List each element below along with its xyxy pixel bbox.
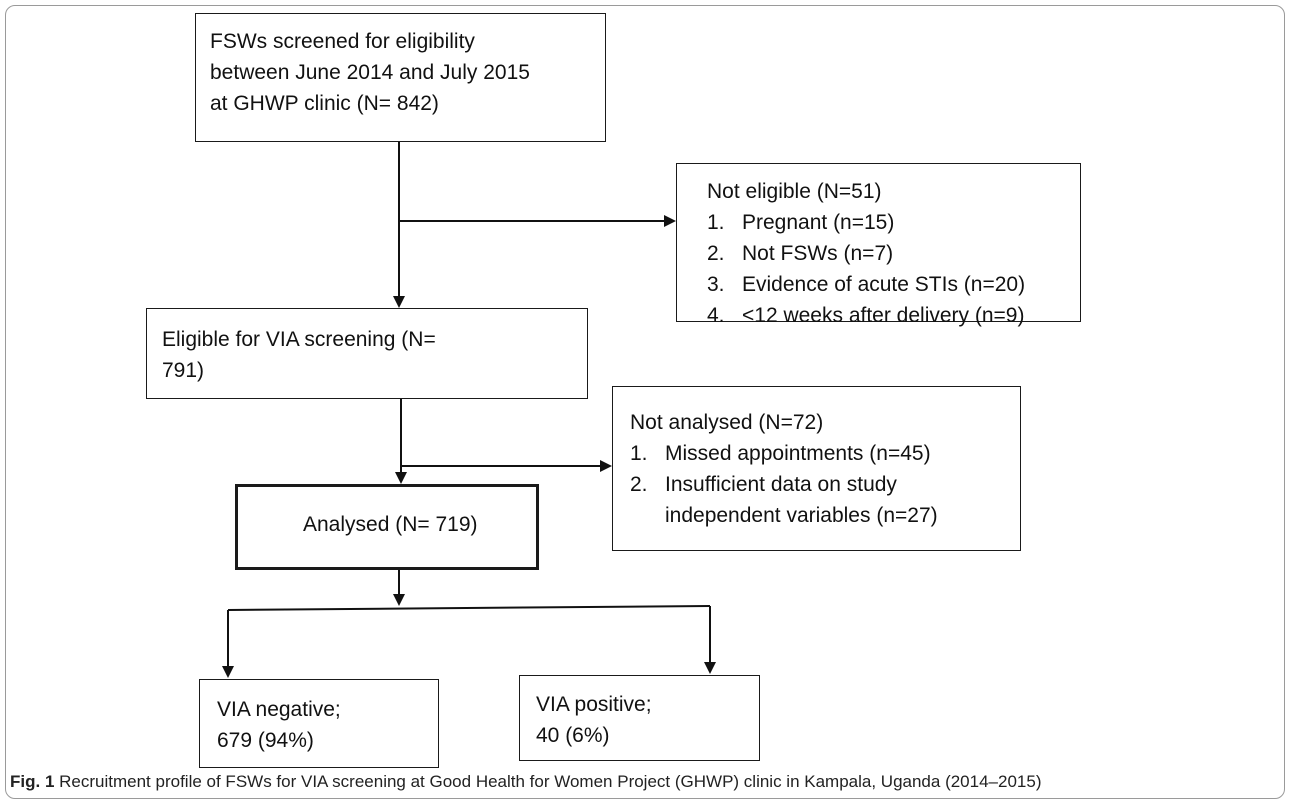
- not-eligible-item-3: 3. Evidence of acute STIs (n=20): [707, 269, 1080, 300]
- eligible-line-1: Eligible for VIA screening (N=: [162, 328, 436, 351]
- via-negative-box: VIA negative; 679 (94%): [199, 679, 439, 768]
- caption-label: Fig. 1: [10, 772, 55, 791]
- item-text: <12 weeks after delivery (n=9): [742, 304, 1025, 327]
- not-analysed-box: Not analysed (N=72) 1. Missed appointment…: [612, 386, 1021, 551]
- via-positive-line-1: VIA positive;: [536, 693, 652, 716]
- item-number: 4.: [707, 304, 725, 327]
- item-text: Not FSWs (n=7): [742, 242, 894, 265]
- figure-frame: [5, 5, 1285, 799]
- via-negative-line-1: VIA negative;: [217, 698, 341, 721]
- analysed-box: Analysed (N= 719): [235, 484, 539, 570]
- item-text: Pregnant (n=15): [742, 211, 895, 234]
- screened-line-2: between June 2014 and July 2015: [210, 61, 530, 84]
- not-eligible-item-1: 1. Pregnant (n=15): [707, 207, 1080, 238]
- item-number: 2.: [707, 242, 725, 265]
- split-horizontal: [227, 605, 711, 611]
- item-text: independent variables (n=27): [665, 504, 938, 527]
- item-text: Missed appointments (n=45): [665, 442, 931, 465]
- via-positive-box: VIA positive; 40 (6%): [519, 675, 760, 761]
- item-number: 1.: [630, 442, 648, 465]
- not-eligible-box: Not eligible (N=51) 1. Pregnant (n=15) 2.…: [676, 163, 1081, 327]
- not-eligible-title: Not eligible (N=51): [707, 180, 882, 203]
- screened-line-1: FSWs screened for eligibility: [210, 30, 475, 53]
- not-analysed-item-3: independent variables (n=27): [630, 500, 1020, 531]
- analysed-label: Analysed (N= 719): [303, 513, 478, 536]
- not-eligible-item-2: 2. Not FSWs (n=7): [707, 238, 1080, 269]
- via-positive-line-2: 40 (6%): [536, 724, 610, 747]
- via-negative-line-2: 679 (94%): [217, 729, 314, 752]
- not-analysed-item-1: 1. Missed appointments (n=45): [630, 438, 1020, 469]
- screened-line-3: at GHWP clinic (N= 842): [210, 92, 439, 115]
- item-number: 3.: [707, 273, 725, 296]
- caption-text: Recruitment profile of FSWs for VIA scre…: [59, 772, 1042, 791]
- screened-box: FSWs screened for eligibility between Ju…: [195, 13, 606, 142]
- not-eligible-item-4: 4. <12 weeks after delivery (n=9): [707, 300, 1080, 331]
- not-analysed-item-2: 2. Insufficient data on study: [630, 469, 1020, 500]
- item-number: 2.: [630, 473, 648, 496]
- item-text: Evidence of acute STIs (n=20): [742, 273, 1026, 296]
- eligible-box: Eligible for VIA screening (N= 791): [146, 308, 588, 399]
- item-number: 1.: [707, 211, 725, 234]
- figure-caption: Fig. 1 Recruitment profile of FSWs for V…: [10, 772, 1041, 792]
- eligible-line-2: 791): [162, 359, 205, 382]
- not-analysed-title: Not analysed (N=72): [630, 411, 824, 434]
- item-text: Insufficient data on study: [665, 473, 897, 496]
